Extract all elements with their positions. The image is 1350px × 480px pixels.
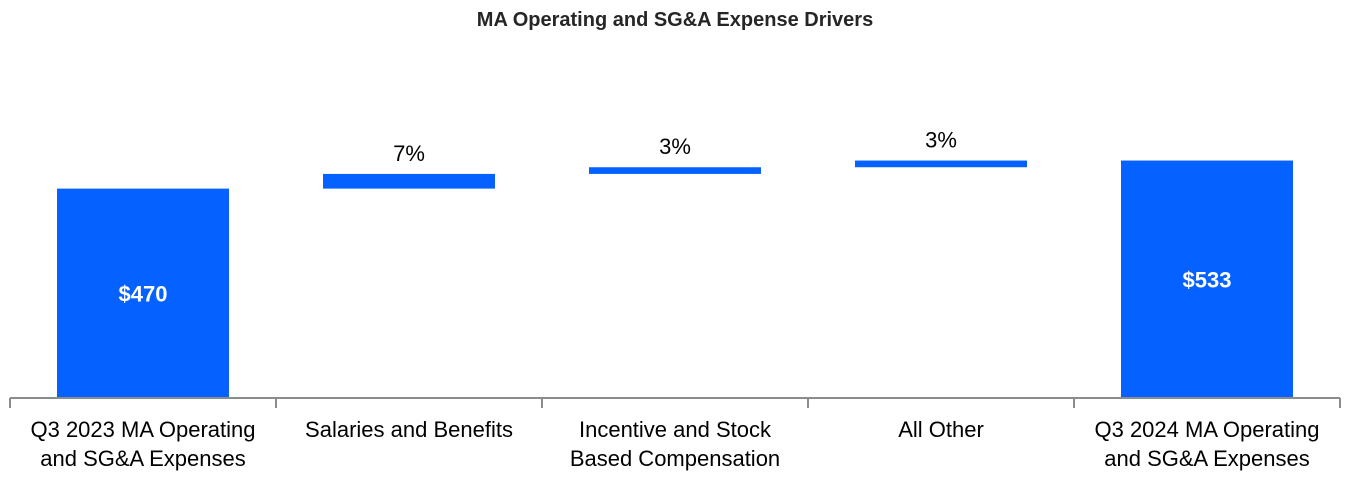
increase-bar [855,160,1027,168]
bar-value-label: $470 [119,281,168,306]
category-label: Q3 2024 MA Operating [1094,417,1319,442]
total-bar [1121,160,1293,398]
increase-bar [589,167,761,174]
category-label: and SG&A Expenses [1104,446,1309,471]
total-bar [57,188,229,398]
bar-value-label: $533 [1183,267,1232,292]
delta-percent-label: 3% [659,134,691,159]
labels-layer: $470 Q3 2023 MA Operating and SG&A Expense… [30,128,1319,471]
category-label: Based Compensation [570,446,780,471]
category-label: Salaries and Benefits [305,417,513,442]
bars-layer [57,160,1293,398]
delta-percent-label: 3% [925,128,957,153]
chart-title: MA Operating and SG&A Expense Drivers [477,9,873,31]
category-label: Q3 2023 MA Operating [30,417,255,442]
category-label: All Other [898,417,984,442]
category-label: Incentive and Stock [579,417,772,442]
delta-percent-label: 7% [393,141,425,166]
category-label: and SG&A Expenses [40,446,245,471]
x-axis [9,397,1341,408]
increase-bar [323,173,495,189]
